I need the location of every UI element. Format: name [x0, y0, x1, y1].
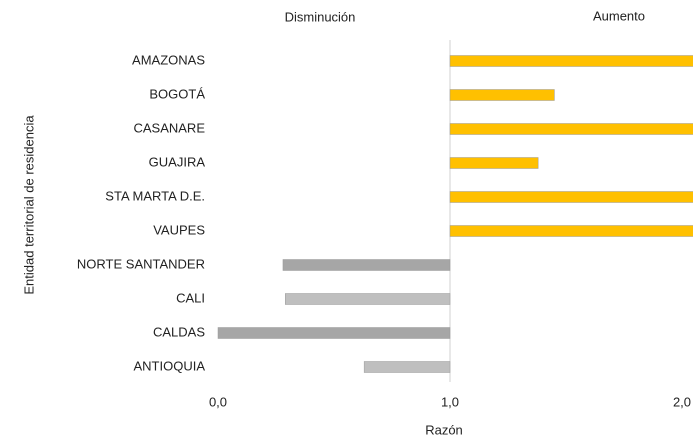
- bar: [449, 89, 555, 101]
- y-tick-label: ANTIOQUIA: [133, 358, 205, 373]
- y-tick-label: CASANARE: [133, 120, 205, 135]
- bar: [285, 293, 451, 305]
- x-tick-label: 1,0: [441, 394, 459, 409]
- bar: [449, 55, 693, 67]
- y-tick-label: CALI: [176, 290, 205, 305]
- x-axis-label: Razón: [425, 422, 463, 437]
- bar: [217, 327, 451, 339]
- y-tick-label: STA MARTA D.E.: [105, 188, 205, 203]
- bar: [449, 157, 539, 169]
- y-tick-label: GUAJIRA: [149, 154, 206, 169]
- bar: [449, 191, 693, 203]
- y-tick-label: VAUPES: [153, 222, 205, 237]
- bar: [363, 361, 451, 373]
- bar: [282, 259, 451, 271]
- y-tick-label: NORTE SANTANDER: [77, 256, 205, 271]
- x-tick-label: 2,0: [673, 394, 691, 409]
- bar: [449, 123, 693, 135]
- x-tick-label: 0,0: [209, 394, 227, 409]
- y-tick-label: AMAZONAS: [132, 52, 205, 67]
- annotation: Aumento: [593, 8, 645, 23]
- y-axis-label: Entidad territorial de residencia: [21, 115, 36, 295]
- annotation: Disminución: [285, 9, 356, 24]
- y-tick-label: CALDAS: [153, 324, 205, 339]
- bar: [449, 225, 693, 237]
- y-tick-label: BOGOTÁ: [149, 86, 205, 101]
